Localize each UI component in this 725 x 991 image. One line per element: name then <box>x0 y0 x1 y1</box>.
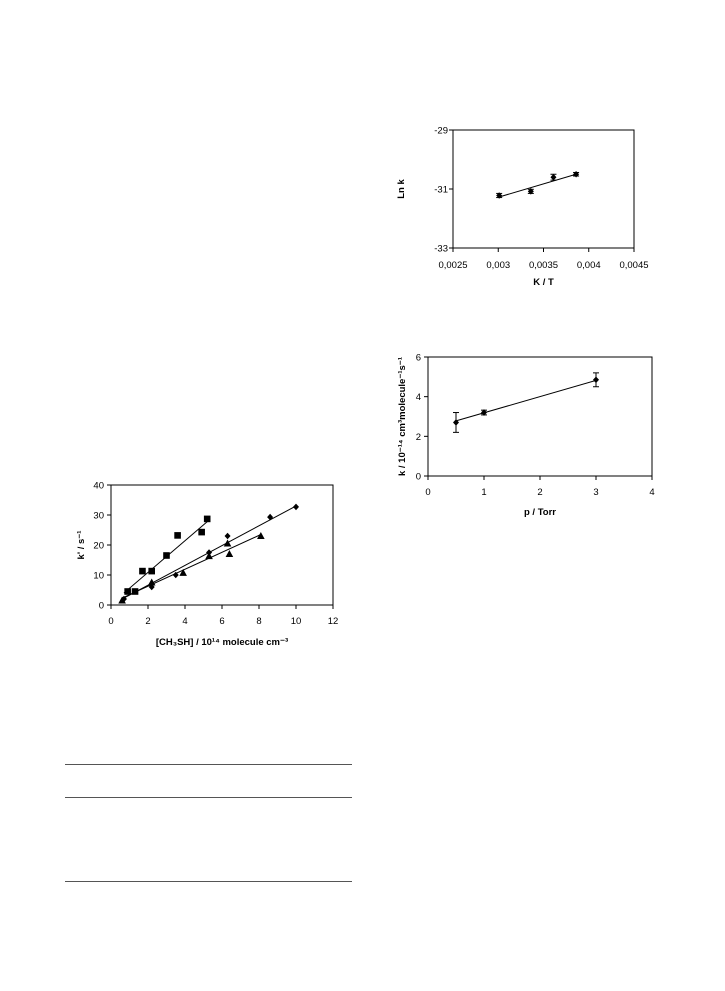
pseudo-first-order-y-tick-label: 20 <box>93 541 104 552</box>
pseudo-first-order-data-point-square-6 <box>198 528 205 536</box>
arrhenius-y-tick-label: -31 <box>434 185 448 196</box>
pressure-y-tick-label: 4 <box>416 392 421 403</box>
arrhenius-x-tick-label: 0,0035 <box>529 260 558 271</box>
arrhenius-y-tick-label: -29 <box>434 126 448 137</box>
pseudo-first-order-data-point-diamond-6 <box>293 503 299 511</box>
arrhenius-plot-frame <box>452 129 635 249</box>
pseudo-first-order-data-point-square-3 <box>148 567 155 575</box>
pressure-data-point-diamond-0 <box>453 419 459 426</box>
pressure-fit-line-diamond <box>455 379 597 422</box>
pressure-x-tick-label: 3 <box>593 487 598 498</box>
pseudo-first-order-data-point-diamond-5 <box>267 513 274 521</box>
pressure-x-axis-title: p / Torr <box>524 507 556 518</box>
arrhenius-chart: 0,0025 0,003 0,0035 0,004 0,0045 -29 -31 -33 K /… <box>396 126 649 289</box>
table-rule-bottom <box>65 881 352 882</box>
pseudo-first-order-chart: 0 2 4 6 8 10 12 0 10 20 30 40 [CH₃SH] / 10¹⁴ molecul… <box>76 481 338 649</box>
pseudo-first-order-x-tick-label: 6 <box>219 616 224 627</box>
arrhenius-data-point-diamond-0 <box>496 192 503 199</box>
pseudo-first-order-x-tick-label: 0 <box>108 616 113 627</box>
table-rule-middle <box>65 797 352 798</box>
pseudo-first-order-data-point-square-1 <box>131 588 139 595</box>
pseudo-first-order-data-point-square-7 <box>203 515 211 523</box>
pressure-plot-frame <box>427 356 653 477</box>
arrhenius-x-tick-label: 0,003 <box>486 260 510 271</box>
pseudo-first-order-data-point-triangle-0 <box>118 596 126 604</box>
pressure-y-tick-label: 6 <box>416 353 421 364</box>
pseudo-first-order-y-tick-label: 40 <box>93 481 104 492</box>
arrhenius-x-tick-label: 0,0045 <box>619 260 648 271</box>
arrhenius-y-tick-label: -33 <box>434 244 448 255</box>
pseudo-first-order-data-point-diamond-0 <box>120 595 127 603</box>
pseudo-first-order-series-triangle <box>118 532 265 604</box>
pseudo-first-order-y-tick-label: 10 <box>93 571 104 582</box>
pressure-x-tick-label: 4 <box>649 487 654 498</box>
pseudo-first-order-y-axis-title: k' / s⁻¹ <box>76 531 87 560</box>
pseudo-first-order-data-point-triangle-2 <box>179 568 187 576</box>
pseudo-first-order-x-tick-label: 12 <box>328 616 339 627</box>
pressure-data-point-diamond-1 <box>481 409 487 416</box>
pseudo-first-order-series-square <box>123 515 211 595</box>
table-rule-top <box>65 764 352 765</box>
pressure-y-axis-title: k / 10⁻¹⁴ cm³molecule⁻¹s⁻¹ <box>397 357 408 476</box>
pressure-x-tick-label: 1 <box>481 487 486 498</box>
arrhenius-y-axis-title: Ln k <box>396 179 407 199</box>
pseudo-first-order-data-point-square-4 <box>163 552 170 559</box>
pseudo-first-order-data-point-diamond-1 <box>148 583 155 591</box>
pseudo-first-order-data-point-diamond-2 <box>172 571 179 579</box>
pseudo-first-order-fit-line-triangle <box>121 534 262 599</box>
pseudo-first-order-data-point-triangle-5 <box>225 550 234 557</box>
pseudo-first-order-x-axis-title: [CH₃SH] / 10¹⁴ molecule cm⁻³ <box>156 637 288 648</box>
arrhenius-data-point-diamond-3 <box>573 170 580 178</box>
pseudo-first-order-data-point-triangle-3 <box>205 552 213 560</box>
pseudo-first-order-x-tick-label: 8 <box>256 616 261 627</box>
pressure-y-tick-label: 2 <box>416 432 421 443</box>
arrhenius-x-tick-label: 0,0025 <box>438 260 467 271</box>
arrhenius-x-tick-label: 0,004 <box>577 260 601 271</box>
pseudo-first-order-data-point-triangle-1 <box>147 578 156 586</box>
arrhenius-x-axis-title: K / T <box>533 277 554 288</box>
arrhenius-series-diamond <box>496 170 580 199</box>
pseudo-first-order-y-tick-label: 0 <box>99 601 104 612</box>
arrhenius-data-point-diamond-1 <box>527 188 534 195</box>
arrhenius-fit-line-diamond <box>499 173 577 198</box>
arrhenius-data-point-diamond-2 <box>550 173 557 181</box>
pseudo-first-order-data-point-triangle-6 <box>257 532 265 539</box>
pseudo-first-order-x-tick-label: 2 <box>145 616 150 627</box>
pressure-chart: 0 1 2 3 4 0 2 4 6 p / Torr k / 10⁻¹⁴ cm³molecule⁻¹… <box>397 353 655 519</box>
pseudo-first-order-data-point-triangle-4 <box>223 539 232 547</box>
pressure-x-tick-label: 2 <box>537 487 542 498</box>
pressure-y-tick-label: 0 <box>416 472 421 483</box>
pseudo-first-order-x-tick-label: 4 <box>182 616 187 627</box>
pressure-x-tick-label: 0 <box>425 487 430 498</box>
pseudo-first-order-data-point-diamond-4 <box>224 532 231 540</box>
pseudo-first-order-data-point-square-2 <box>139 567 146 575</box>
pseudo-first-order-y-tick-label: 30 <box>93 511 104 522</box>
pseudo-first-order-data-point-square-0 <box>124 588 131 595</box>
pseudo-first-order-x-tick-label: 10 <box>291 616 302 627</box>
pseudo-first-order-data-point-square-5 <box>174 532 181 539</box>
pressure-series-diamond <box>453 372 599 433</box>
pressure-data-point-diamond-2 <box>593 376 599 384</box>
